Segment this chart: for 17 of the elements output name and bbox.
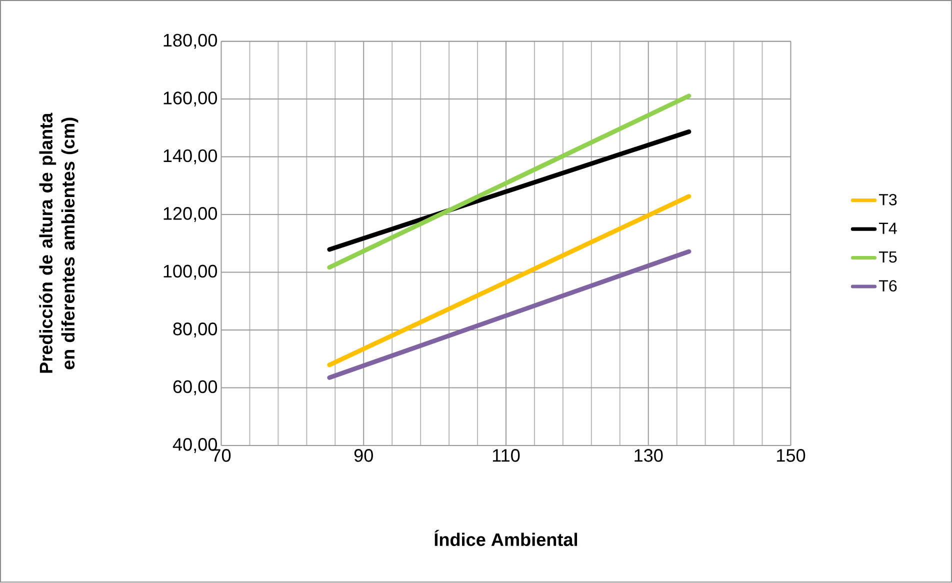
y-tick-label: 120,00 <box>164 207 217 222</box>
x-tick-label: 90 <box>354 449 373 462</box>
y-axis-title: Predicción de altura de planta en diferentes ambientes (cm) <box>39 112 78 373</box>
y-tick-label: 60,00 <box>173 380 217 396</box>
x-tick-label: 150 <box>777 449 806 462</box>
legend-label: T3 <box>878 194 897 206</box>
x-tick-label: 130 <box>634 449 663 462</box>
y-tick-label: 160,00 <box>164 92 217 107</box>
y-tick-label: 140,00 <box>164 150 217 164</box>
y-tick-label: 180,00 <box>164 34 217 49</box>
legend-label: T5 <box>878 252 897 263</box>
x-tick-label: 110 <box>492 449 520 462</box>
y-tick-label: 100,00 <box>164 265 217 280</box>
y-tick-label: 80,00 <box>173 322 217 338</box>
legend-label: T4 <box>878 222 897 234</box>
x-axis-title: Índice Ambiental <box>434 530 578 546</box>
legend-label: T6 <box>878 280 897 292</box>
